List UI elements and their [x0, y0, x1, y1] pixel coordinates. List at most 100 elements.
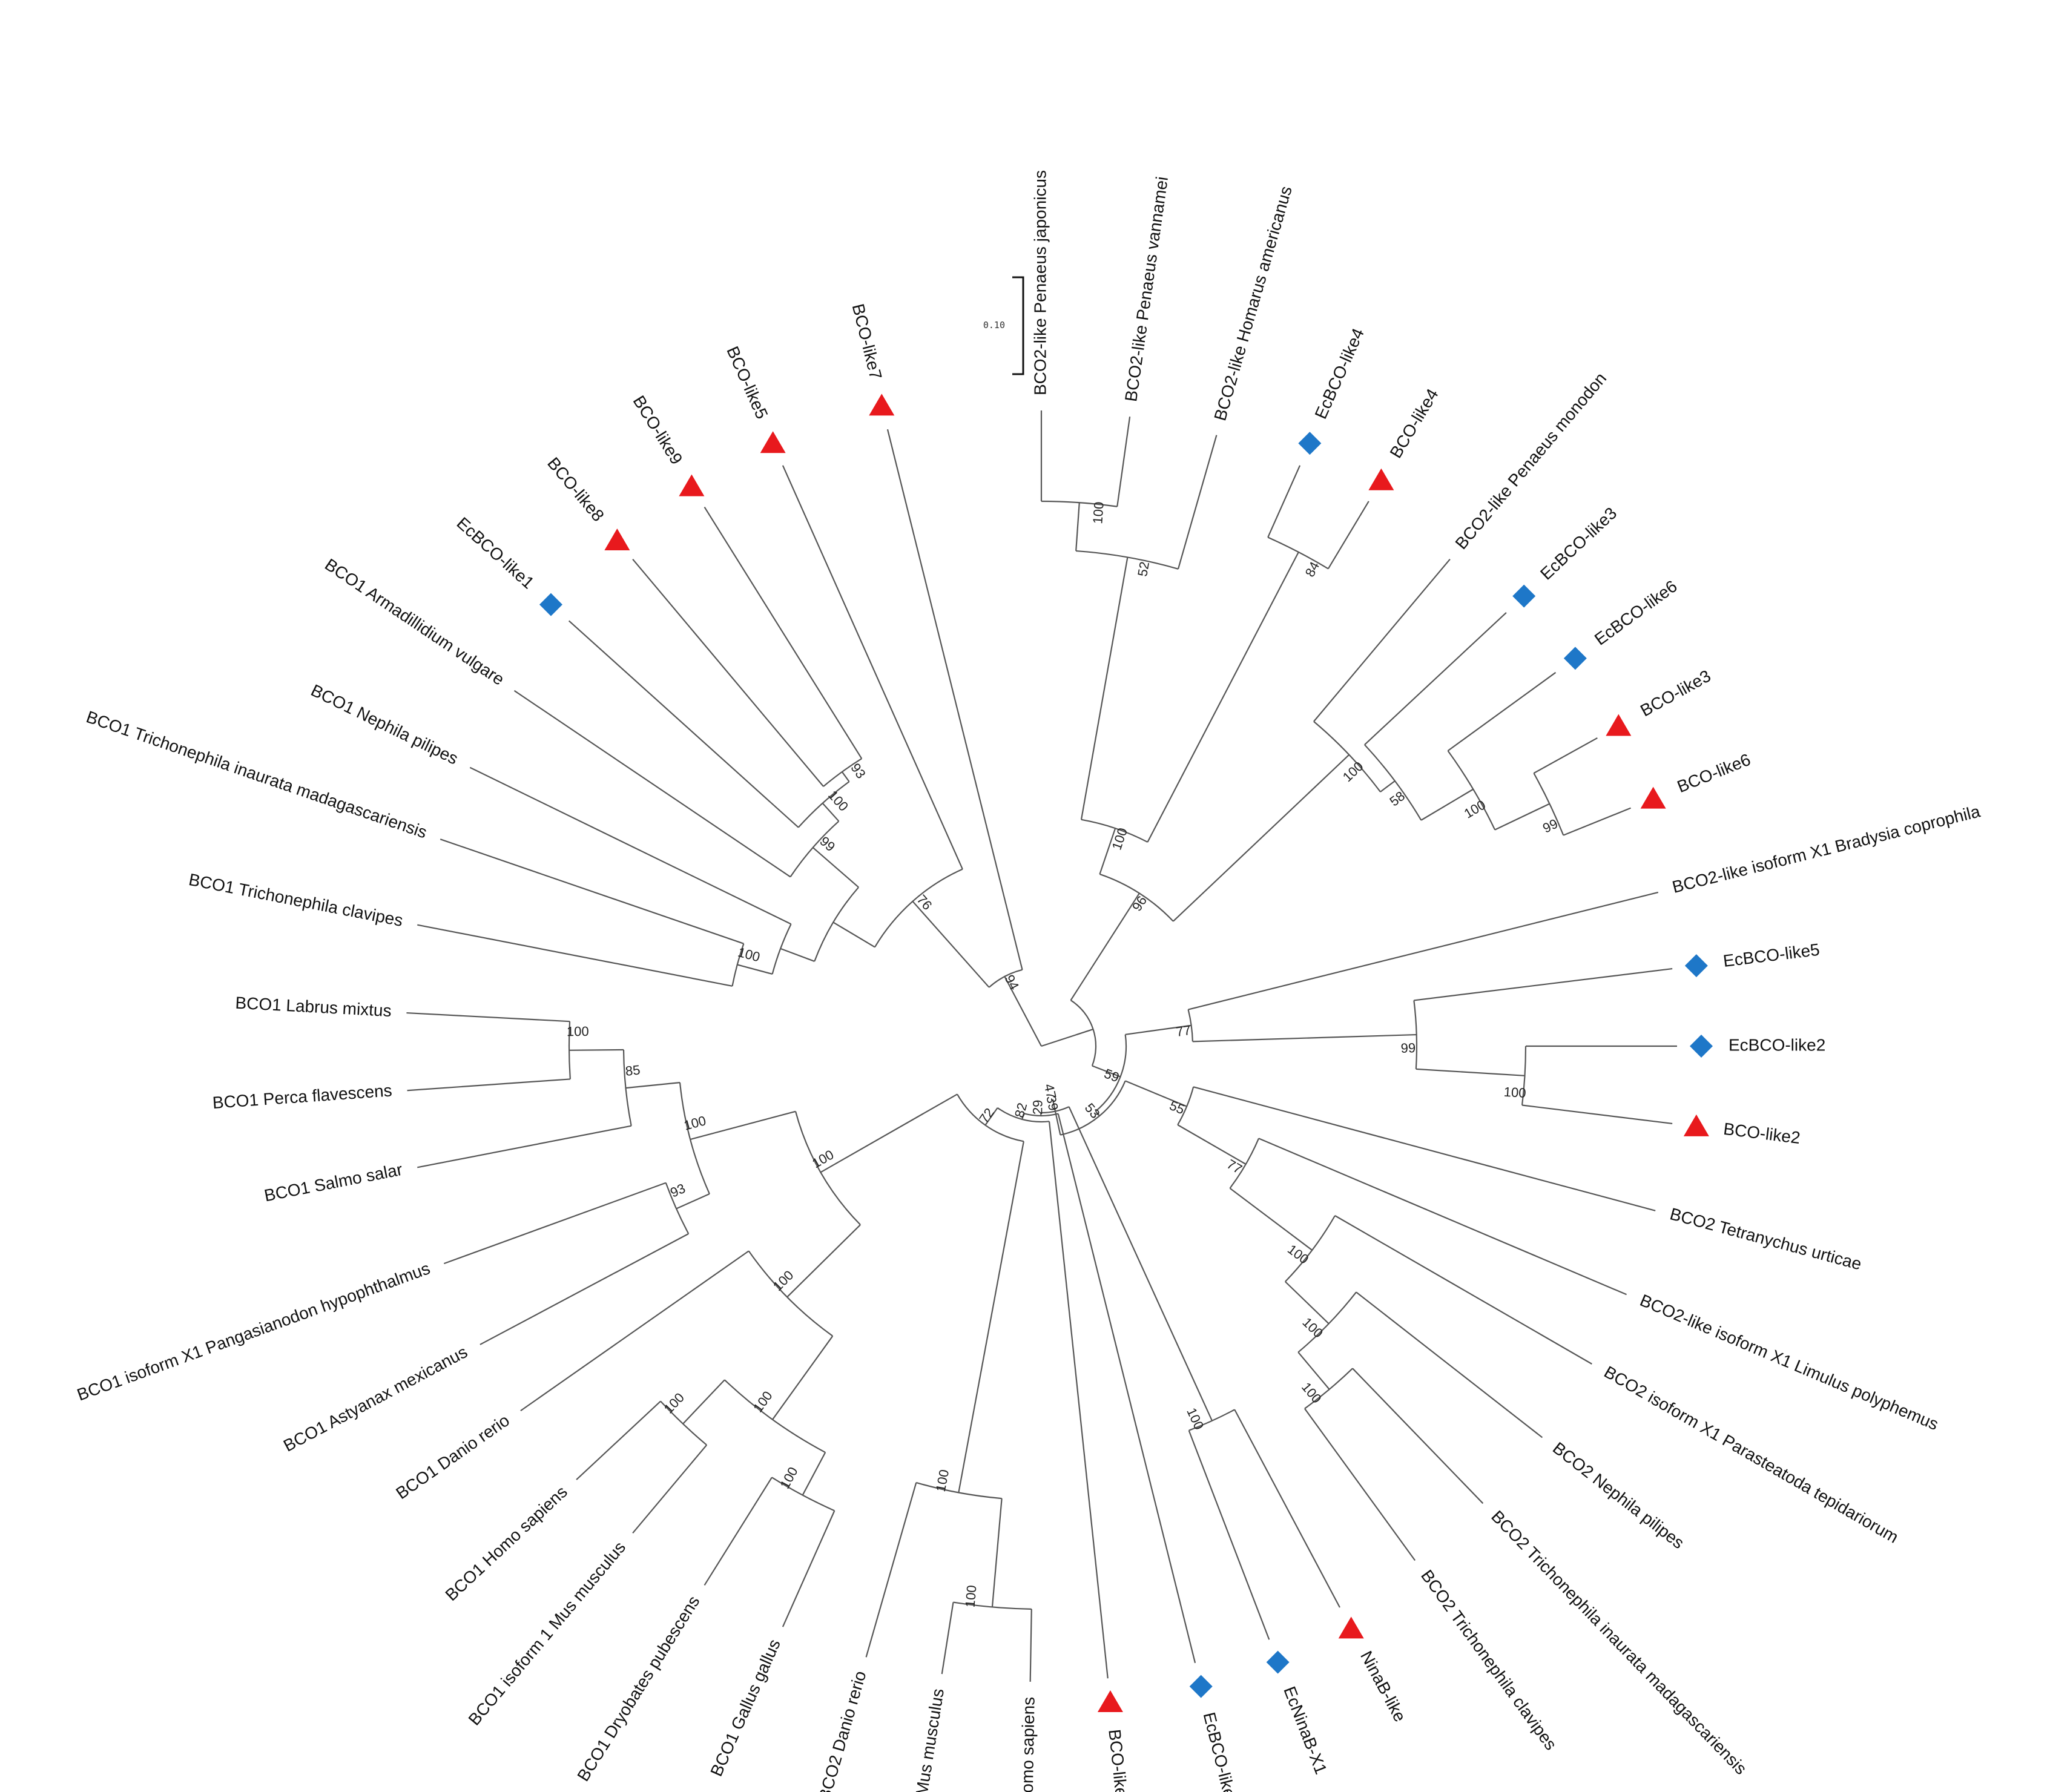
- support-value: 96: [1129, 893, 1150, 914]
- support-value: 85: [625, 1062, 641, 1079]
- scale-bar-label: 0.10: [983, 320, 1005, 331]
- red-triangle-icon: [604, 529, 630, 551]
- support-value: 100: [1109, 826, 1130, 852]
- leaf-label: BCO1 Astyanax mexicanus: [280, 1342, 470, 1455]
- blue-diamond-icon: [1563, 647, 1587, 670]
- tree-branch-arc: [568, 1021, 571, 1079]
- leaf-labels: BCO2-like Penaeus japonicus BCO2-like Pen…: [74, 170, 1982, 1792]
- tree-branch: [1173, 754, 1350, 922]
- tree-branch-arc: [1364, 744, 1422, 821]
- red-triangle-icon: [1683, 1114, 1709, 1136]
- tree-branch: [1116, 417, 1131, 507]
- support-value: 94: [1002, 972, 1023, 992]
- support-value: 100: [1090, 501, 1107, 524]
- tree-branch: [1193, 1086, 1656, 1211]
- tree-branch: [1304, 1408, 1416, 1561]
- support-value: 100: [661, 1390, 687, 1417]
- tree-branch-arc: [1177, 1087, 1195, 1125]
- tree-branch: [576, 1400, 661, 1480]
- support-value: 100: [1299, 1379, 1325, 1406]
- tree-branch: [886, 429, 1023, 970]
- support-value: 99: [1400, 1040, 1416, 1056]
- tree-branch-arc: [1297, 1291, 1357, 1353]
- tree-branch: [676, 1193, 710, 1210]
- support-value: 100: [1285, 1242, 1311, 1267]
- leaf-label: BCO1 Dryobates pubescens: [573, 1592, 703, 1784]
- tree-branch-arc: [748, 1250, 833, 1337]
- tree-branch: [941, 1602, 954, 1675]
- leaf-label: BCO-like4: [1386, 386, 1442, 461]
- red-triangle-icon: [1338, 1616, 1364, 1639]
- tree-branch: [1125, 1080, 1187, 1107]
- tree-branch-arc: [1285, 1215, 1336, 1282]
- tree-branch: [1258, 1138, 1627, 1296]
- leaf-label: EcBCO-like4: [1311, 326, 1368, 422]
- blue-diamond-icon: [1266, 1650, 1290, 1674]
- tree-branch-arc: [1023, 1113, 1059, 1117]
- tree-branch: [417, 1125, 631, 1168]
- tree-branch-arc: [1076, 550, 1179, 570]
- tree-branch-arc: [1095, 1034, 1127, 1112]
- support-value: 100: [933, 1468, 952, 1493]
- support-value: 100: [962, 1584, 979, 1608]
- tree-branch: [1334, 1215, 1592, 1365]
- support-value: 100: [1299, 1314, 1326, 1340]
- support-value: 100: [736, 944, 762, 965]
- tree-branch-arc: [1081, 819, 1148, 843]
- support-value: 100: [1340, 759, 1366, 785]
- tree-branch: [1177, 435, 1218, 570]
- tree-branch: [1285, 1281, 1330, 1325]
- tree-branch-arc: [1229, 1138, 1260, 1189]
- leaf-label: BCO2-like Penaeus japonicus: [1030, 170, 1049, 395]
- leaf-label: BCO2 Trichonephila inaurata madagascarie…: [1488, 1507, 1750, 1778]
- tree-branch-arc: [1187, 1009, 1193, 1042]
- support-value: 99: [817, 834, 838, 855]
- tree-branch: [1075, 502, 1080, 552]
- leaf-label: BCO-like9: [630, 392, 687, 468]
- leaf-label: BCO-like7: [849, 302, 886, 381]
- leaf-label: BCO-like5: [723, 343, 771, 421]
- tree-branch: [1192, 1033, 1417, 1043]
- leaf-label: EcBCO-like6: [1591, 576, 1681, 648]
- tree-branch: [1380, 780, 1396, 792]
- tree-branch: [1533, 737, 1598, 774]
- tree-branch: [632, 1444, 708, 1534]
- leaf-label: BCO1 Salmo salar: [263, 1160, 404, 1205]
- tree-branch: [1521, 1104, 1673, 1125]
- tree-branch: [1327, 501, 1369, 569]
- tree-branch: [513, 690, 791, 878]
- tree-branch-arc: [953, 1601, 1032, 1610]
- tree-branch-arc: [771, 1477, 835, 1512]
- leaf-label: BCO2-like Homarus americanus: [1210, 184, 1295, 423]
- red-triangle-icon: [1606, 714, 1632, 736]
- leaf-label: BCO2 Danio rerio: [815, 1669, 870, 1792]
- tree-branch: [1267, 465, 1301, 538]
- tree-branch-arc: [957, 1093, 1024, 1142]
- support-value: 47: [1041, 1082, 1060, 1100]
- support-value: 39: [1043, 1095, 1061, 1112]
- tree-branch-arc: [988, 969, 1023, 988]
- tree-branch: [1125, 1024, 1191, 1035]
- tree-branch: [1447, 671, 1557, 752]
- leaf-label: BCO1 Gallus gallus: [707, 1636, 784, 1779]
- leaf-label: BCO1 Labrus mixtus: [235, 993, 392, 1020]
- tree-branch: [1356, 1291, 1543, 1438]
- support-value: 84: [1302, 559, 1322, 579]
- tree-branch: [782, 1510, 835, 1627]
- tree-branch: [1563, 807, 1631, 836]
- tree-branch: [841, 771, 850, 782]
- support-value: 72: [976, 1105, 997, 1126]
- tree-branch: [1364, 612, 1507, 745]
- tree-branch: [1177, 1124, 1247, 1165]
- tree-branch: [407, 1078, 570, 1092]
- tree-branch: [1494, 803, 1550, 831]
- tree-branch: [1147, 552, 1299, 843]
- tree-branch: [822, 802, 840, 822]
- tree-branch: [1188, 1430, 1270, 1640]
- support-value: 99: [1540, 816, 1560, 836]
- support-value: 100: [770, 1268, 797, 1294]
- tree-branch: [443, 1182, 667, 1265]
- tree-branch: [1416, 1068, 1525, 1076]
- leaf-label: BCO2 Nephila pilipes: [1549, 1438, 1688, 1552]
- tree-branch: [1070, 892, 1140, 1001]
